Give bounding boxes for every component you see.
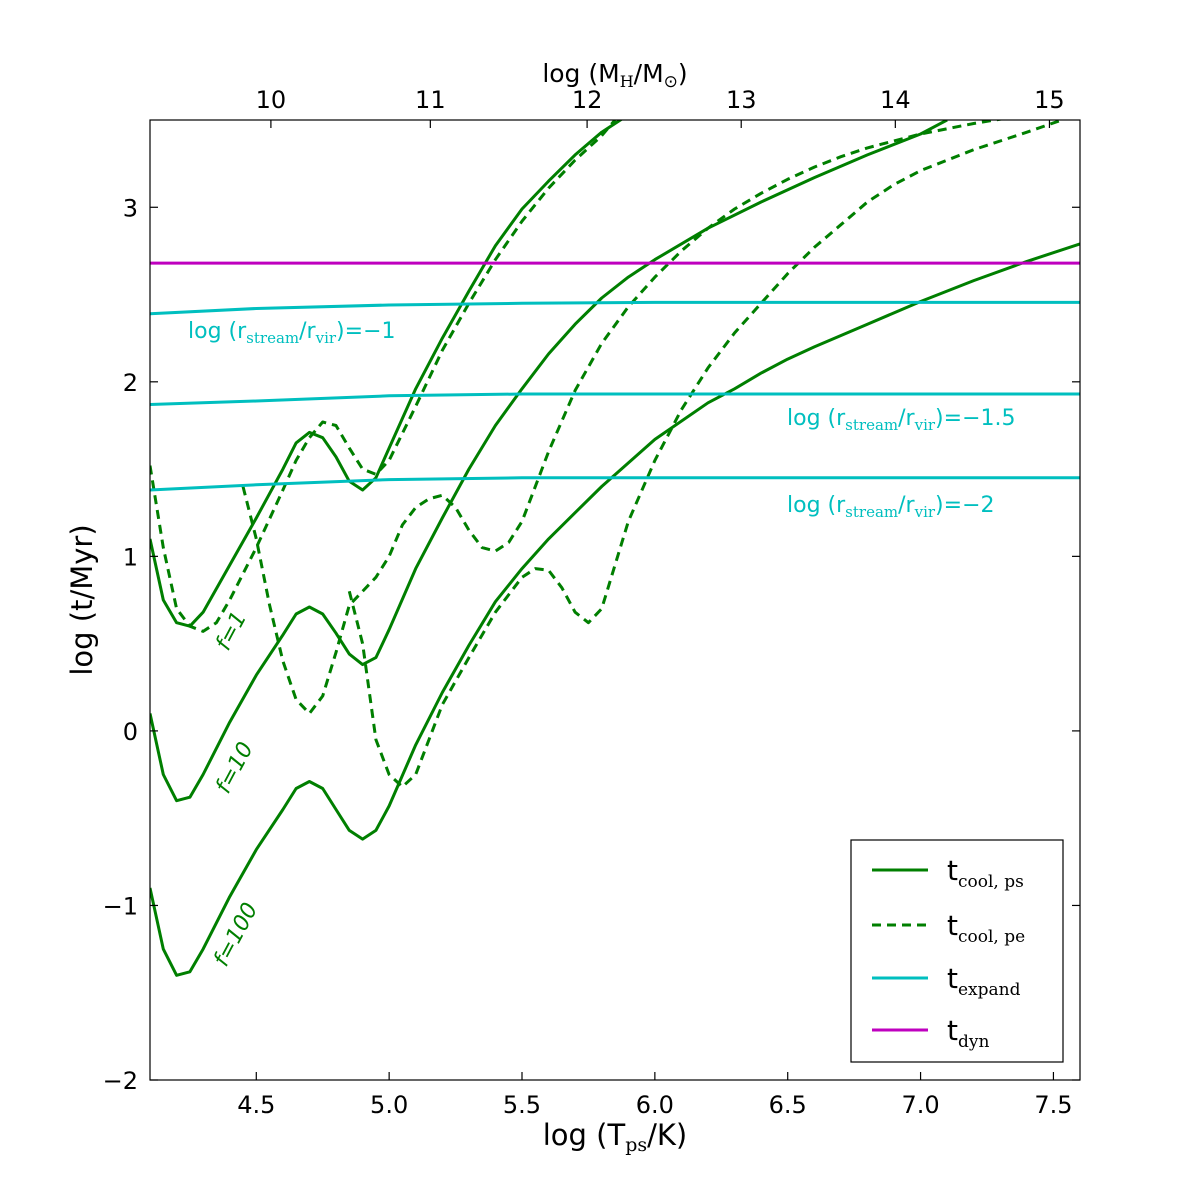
top-tick-label: 13 <box>726 86 757 114</box>
x-tick-label: 4.5 <box>237 1091 275 1119</box>
annotation-rstream-minus-2: log (rstream/rvir)=−2 <box>787 493 995 521</box>
annotation-rstream-minus-1-5: log (rstream/rvir)=−1.5 <box>787 406 1015 434</box>
series-expand-6 <box>150 300 1080 316</box>
series-cool-ps-4 <box>150 242 1080 977</box>
y-tick-label: 0 <box>123 718 138 746</box>
x-tick-label: 6.0 <box>636 1091 674 1119</box>
top-tick-label: 14 <box>880 86 911 114</box>
legend-box <box>850 839 1064 1063</box>
y-tick-label: −2 <box>103 1067 138 1095</box>
top-tick-label: 15 <box>1034 86 1065 114</box>
x-tick-label: 7.5 <box>1034 1091 1072 1119</box>
y-axis-title: log (t/Myr) <box>65 524 99 675</box>
top-tick-label: 11 <box>415 86 446 114</box>
y-tick-label: −1 <box>103 892 138 920</box>
annotation-rstream-minus-1: log (rstream/rvir)=−1 <box>188 319 396 347</box>
x-tick-label: 5.0 <box>370 1091 408 1119</box>
legend-label-cool-pe: tcool, pe <box>947 909 1025 947</box>
top-axis-title: log (MH/M⊙) <box>542 59 687 92</box>
plot-frame <box>149 119 1081 1081</box>
top-tick-label: 12 <box>572 86 603 114</box>
series-expand-7 <box>150 392 1080 406</box>
series-cool-ps-2 <box>150 120 948 803</box>
legend-label-dyn: tdyn <box>947 1014 989 1052</box>
x-tick-label: 6.5 <box>769 1091 807 1119</box>
y-tick-label: 1 <box>123 543 138 571</box>
x-axis-title: log (Tps/K) <box>543 1118 688 1156</box>
series-expand-8 <box>150 476 1080 492</box>
top-tick-label: 10 <box>256 86 287 114</box>
legend-label-expand: texpand <box>947 962 1021 1000</box>
series-cool-pe-1 <box>150 120 617 633</box>
x-tick-label: 5.5 <box>503 1091 541 1119</box>
curves-layer <box>150 120 1080 977</box>
legend-label-cool-ps: tcool, ps <box>947 854 1024 892</box>
series-cool-pe-3 <box>241 120 1005 715</box>
x-tick-label: 7.0 <box>901 1091 939 1119</box>
y-tick-label: 3 <box>123 194 138 222</box>
legend: tcool, ps tcool, pe texpand tdyn <box>850 839 1064 1063</box>
y-tick-label: 2 <box>123 369 138 397</box>
